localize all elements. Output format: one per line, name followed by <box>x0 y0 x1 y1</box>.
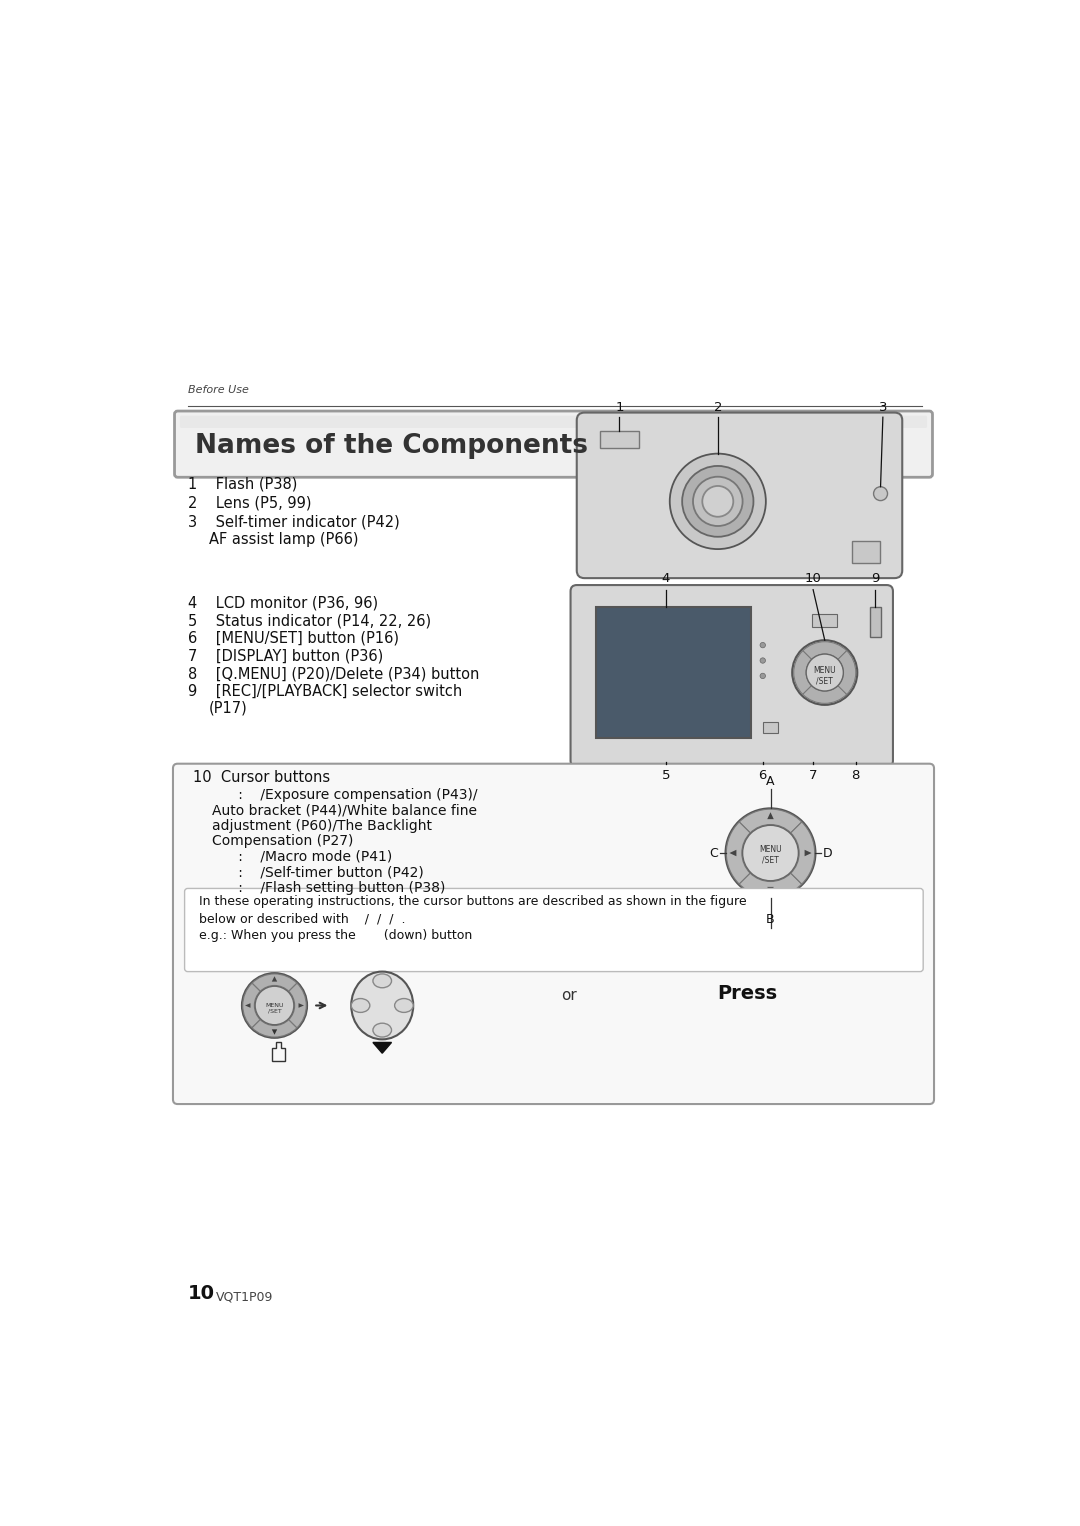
Bar <box>852 542 880 563</box>
FancyBboxPatch shape <box>180 415 927 427</box>
Circle shape <box>702 485 733 517</box>
Circle shape <box>242 974 307 1038</box>
Text: 7    [DISPLAY] button (P36): 7 [DISPLAY] button (P36) <box>188 649 383 664</box>
Circle shape <box>760 673 766 679</box>
Text: VQT1P09: VQT1P09 <box>216 1291 273 1303</box>
Ellipse shape <box>394 998 414 1012</box>
Text: 5    Status indicator (P14, 22, 26): 5 Status indicator (P14, 22, 26) <box>188 613 431 629</box>
Text: e.g.: When you press the       (down) button: e.g.: When you press the (down) button <box>199 929 472 943</box>
Text: 1: 1 <box>616 401 623 414</box>
Circle shape <box>793 641 858 705</box>
Polygon shape <box>767 887 773 894</box>
Wedge shape <box>740 873 801 897</box>
FancyBboxPatch shape <box>173 763 934 1103</box>
Ellipse shape <box>373 1024 392 1038</box>
Bar <box>812 615 837 627</box>
Circle shape <box>670 453 766 549</box>
Circle shape <box>743 826 798 881</box>
Wedge shape <box>791 823 814 884</box>
Text: 6    [MENU/SET] button (P16): 6 [MENU/SET] button (P16) <box>188 630 399 645</box>
Circle shape <box>255 986 294 1025</box>
Bar <box>762 722 779 732</box>
Circle shape <box>760 658 766 664</box>
Text: 8    [Q.MENU] (P20)/Delete (P34) button: 8 [Q.MENU] (P20)/Delete (P34) button <box>188 667 480 681</box>
Ellipse shape <box>373 974 392 987</box>
Bar <box>869 607 880 638</box>
Text: MENU
/SET: MENU /SET <box>266 1003 284 1013</box>
Text: In these operating instructions, the cursor buttons are described as shown in th: In these operating instructions, the cur… <box>199 896 746 908</box>
Text: 4: 4 <box>662 572 670 584</box>
Wedge shape <box>802 685 847 703</box>
Text: :    /Macro mode (P41): : /Macro mode (P41) <box>213 850 393 864</box>
Text: 5: 5 <box>662 769 670 783</box>
Text: Before Use: Before Use <box>188 385 248 395</box>
Text: 3    Self-timer indicator (P42): 3 Self-timer indicator (P42) <box>188 514 400 530</box>
Text: 1    Flash (P38): 1 Flash (P38) <box>188 476 297 491</box>
Text: :    /Exposure compensation (P43)/: : /Exposure compensation (P43)/ <box>213 789 478 803</box>
Text: Compensation (P27): Compensation (P27) <box>213 835 354 848</box>
Circle shape <box>760 642 766 649</box>
Text: (P17): (P17) <box>208 700 247 716</box>
Text: 10: 10 <box>805 572 822 584</box>
FancyBboxPatch shape <box>577 412 902 578</box>
FancyBboxPatch shape <box>570 584 893 766</box>
Text: AF assist lamp (P66): AF assist lamp (P66) <box>208 531 359 546</box>
Text: 2    Lens (P5, 99): 2 Lens (P5, 99) <box>188 496 311 510</box>
Polygon shape <box>272 1030 278 1035</box>
Text: 4    LCD monitor (P36, 96): 4 LCD monitor (P36, 96) <box>188 595 378 610</box>
Text: 6: 6 <box>758 769 767 783</box>
Text: 7: 7 <box>809 769 818 783</box>
Ellipse shape <box>351 972 414 1039</box>
Wedge shape <box>838 650 855 694</box>
Circle shape <box>726 809 815 897</box>
Text: 9    [REC]/[PLAYBACK] selector switch: 9 [REC]/[PLAYBACK] selector switch <box>188 684 462 699</box>
FancyBboxPatch shape <box>175 410 932 478</box>
Text: below or described with    /  /  /  .: below or described with / / / . <box>199 913 405 925</box>
Wedge shape <box>252 974 297 992</box>
Text: Names of the Components: Names of the Components <box>195 433 589 459</box>
Polygon shape <box>373 1042 392 1053</box>
Polygon shape <box>805 850 811 856</box>
Text: 3: 3 <box>879 401 887 414</box>
Polygon shape <box>245 1003 251 1007</box>
Text: MENU
/SET: MENU /SET <box>813 665 836 685</box>
Text: 10: 10 <box>188 1285 215 1303</box>
Polygon shape <box>298 1003 303 1007</box>
Text: 10  Cursor buttons: 10 Cursor buttons <box>193 771 330 786</box>
Text: adjustment (P60)/The Backlight: adjustment (P60)/The Backlight <box>213 819 432 833</box>
Wedge shape <box>727 823 751 884</box>
Text: 9: 9 <box>870 572 879 584</box>
Polygon shape <box>767 812 773 819</box>
Text: MENU
/SET: MENU /SET <box>759 845 782 864</box>
Wedge shape <box>802 642 847 659</box>
Ellipse shape <box>351 998 369 1012</box>
Polygon shape <box>729 850 737 856</box>
Wedge shape <box>288 983 307 1029</box>
Wedge shape <box>740 809 801 833</box>
Bar <box>596 607 751 737</box>
Wedge shape <box>252 1019 297 1038</box>
Text: 2: 2 <box>714 401 723 414</box>
Text: C: C <box>710 847 718 859</box>
Bar <box>600 430 638 449</box>
Text: Auto bracket (P44)/White balance fine: Auto bracket (P44)/White balance fine <box>213 804 477 818</box>
Text: B: B <box>766 913 774 926</box>
Circle shape <box>806 655 843 691</box>
Polygon shape <box>272 977 278 981</box>
Circle shape <box>874 487 888 501</box>
Circle shape <box>683 465 754 537</box>
Text: or: or <box>562 989 577 1003</box>
Text: 8: 8 <box>851 769 860 783</box>
Wedge shape <box>794 650 811 694</box>
Text: A: A <box>766 775 774 787</box>
Text: :    /Self-timer button (P42): : /Self-timer button (P42) <box>213 865 424 879</box>
Wedge shape <box>243 983 260 1029</box>
Text: :    /Flash setting button (P38): : /Flash setting button (P38) <box>213 881 446 894</box>
Text: D: D <box>822 847 832 859</box>
Circle shape <box>693 476 743 526</box>
Text: Press: Press <box>717 984 778 1003</box>
FancyBboxPatch shape <box>185 888 923 972</box>
